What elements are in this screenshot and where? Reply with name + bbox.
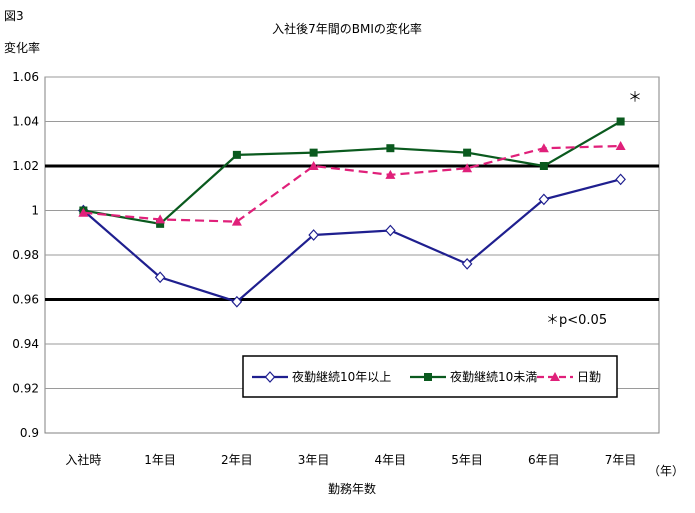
- significance-note: ＊p<0.05: [546, 313, 607, 328]
- data-point: [538, 193, 550, 206]
- legend: 夜勤継続10年以上 夜勤継続10未満 日勤: [242, 355, 618, 398]
- data-point: [539, 162, 548, 170]
- data-point: [154, 271, 166, 284]
- x-tick-label: 6年目: [528, 453, 560, 467]
- data-point: [232, 150, 241, 159]
- y-tick-label: 0.92: [12, 382, 39, 396]
- legend-item: 夜勤継続10未満: [410, 369, 537, 384]
- x-tick-label: 4年目: [375, 453, 407, 467]
- series-2: [79, 117, 625, 228]
- data-point: [538, 143, 549, 153]
- legend-label: 夜勤継続10年以上: [292, 369, 391, 384]
- legend-swatch-marker: [550, 372, 560, 381]
- legend-swatch-marker: [424, 373, 432, 381]
- series-line: [83, 120, 622, 226]
- x-tick-label: 3年目: [298, 453, 330, 467]
- legend-label: 日勤: [577, 370, 601, 384]
- legend-label: 夜勤継続10未満: [450, 369, 537, 384]
- series-line: [82, 178, 621, 303]
- data-point: [461, 258, 473, 270]
- x-tick-label: 7年目: [605, 453, 637, 467]
- y-tick-label: 0.94: [12, 337, 39, 351]
- legend-item: 夜勤継続10年以上: [252, 369, 391, 384]
- data-point: [308, 229, 319, 241]
- legend-swatch-marker: [264, 371, 276, 383]
- data-point: [78, 207, 89, 217]
- y-axis-label: 変化率: [4, 40, 40, 55]
- data-point: [616, 117, 625, 126]
- y-tick-label: 1: [31, 204, 39, 218]
- x-axis-label: 勤務年数: [328, 481, 376, 496]
- y-tick-label: 0.9: [20, 426, 39, 440]
- data-point: [615, 173, 626, 186]
- data-point: [231, 216, 242, 226]
- x-axis-unit: （年）: [648, 464, 684, 478]
- data-point: [155, 214, 166, 224]
- x-tick-label: 1年目: [144, 453, 176, 467]
- y-tick-label: 0.96: [12, 293, 39, 307]
- data-point: [386, 144, 395, 153]
- data-point: [385, 169, 396, 179]
- data-point: [308, 161, 319, 170]
- y-tick-label: 1.02: [12, 159, 39, 173]
- legend-item: 日勤: [537, 370, 601, 384]
- figure-label: 図3: [4, 9, 24, 23]
- data-point: [385, 224, 396, 237]
- data-point: [156, 219, 165, 228]
- x-tick-label: 5年目: [451, 453, 483, 467]
- data-point: [615, 140, 626, 150]
- series-line: [83, 144, 621, 223]
- data-point: [231, 295, 243, 308]
- data-point: [463, 148, 472, 157]
- significance-star: ＊: [628, 90, 642, 106]
- x-tick-labels: 入社時 1年目 2年目 3年目 4年目 5年目 6年目 7年目: [65, 452, 636, 467]
- series-layer: [78, 117, 626, 308]
- y-tick-label: 0.98: [12, 248, 39, 262]
- y-tick-label: 1.04: [12, 115, 39, 129]
- x-tick-label: 入社時: [65, 452, 101, 467]
- chart-title: 入社後7年間のBMIの変化率: [272, 21, 422, 36]
- series-3: [78, 140, 626, 226]
- y-tick-label: 1.06: [12, 70, 39, 84]
- data-point: [462, 163, 473, 173]
- y-tick-labels: 0.9 0.92 0.94 0.96 0.98 1 1.02 1.04 1.06: [12, 70, 39, 440]
- x-tick-label: 2年目: [221, 453, 253, 467]
- data-point: [309, 148, 318, 157]
